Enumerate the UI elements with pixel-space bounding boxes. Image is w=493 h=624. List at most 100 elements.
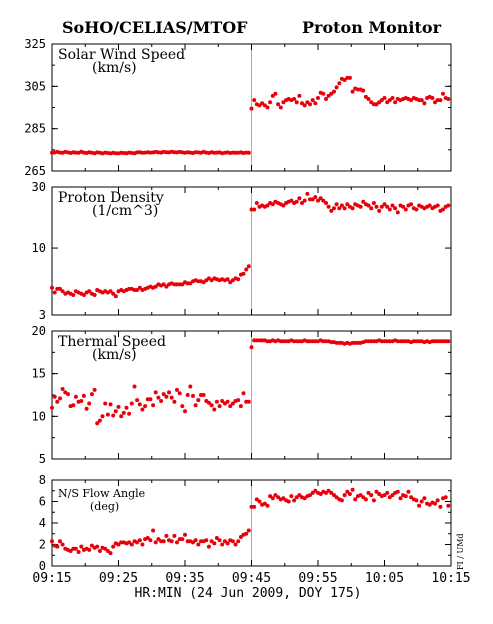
data-point	[270, 93, 275, 98]
data-point	[214, 536, 219, 540]
data-point	[305, 191, 310, 196]
y-tick-label: 305	[24, 79, 46, 93]
data-point	[316, 96, 320, 100]
data-point	[180, 537, 185, 542]
data-point	[188, 281, 193, 286]
data-point	[334, 85, 339, 90]
data-point	[137, 285, 142, 290]
data-point	[246, 150, 251, 155]
data-point	[329, 208, 334, 213]
data-point	[326, 488, 331, 493]
data-point	[246, 528, 251, 533]
data-point	[153, 540, 158, 545]
data-point	[361, 199, 366, 204]
data-point	[326, 93, 331, 98]
data-point	[97, 418, 102, 423]
data-point	[103, 401, 108, 406]
data-point	[419, 499, 424, 504]
data-point	[95, 421, 100, 426]
data-point	[297, 196, 302, 201]
data-point	[385, 204, 390, 209]
data-point	[71, 403, 76, 408]
data-point	[281, 203, 286, 208]
y-tick-label: 325	[24, 37, 46, 51]
data-point	[159, 399, 164, 403]
x-tick-label: 10:15	[431, 571, 470, 586]
data-point	[209, 539, 214, 544]
data-point	[270, 496, 275, 501]
data-point	[201, 393, 206, 397]
data-point	[105, 412, 110, 417]
data-point	[180, 404, 185, 409]
data-point	[332, 89, 336, 94]
data-point	[273, 493, 278, 498]
data-point	[300, 101, 304, 106]
data-point	[183, 532, 187, 537]
data-point	[204, 538, 209, 543]
y-tick-label: 20	[32, 324, 46, 338]
data-point	[196, 398, 201, 403]
y-tick-label: 30	[32, 180, 46, 194]
data-point	[324, 201, 328, 205]
data-point	[270, 202, 275, 207]
data-point	[55, 544, 60, 549]
data-point	[276, 102, 281, 107]
panel-3: 5 10 15 20 Thermal Speed(km/s)	[32, 324, 452, 466]
data-point	[111, 291, 116, 296]
data-point	[148, 538, 153, 543]
data-point	[225, 399, 230, 404]
data-point	[87, 547, 92, 552]
data-point	[76, 550, 81, 554]
data-point	[347, 75, 352, 80]
data-point	[403, 494, 408, 499]
data-point	[427, 203, 432, 208]
data-point	[382, 493, 387, 498]
data-point	[347, 492, 352, 496]
data-point	[249, 345, 254, 350]
data-point	[273, 91, 278, 96]
panel-4: 0 2 4 6 8 N/S Flow Angle(deg)	[39, 473, 452, 573]
data-point	[238, 535, 243, 539]
data-point	[281, 100, 286, 105]
data-point	[441, 207, 445, 212]
data-point	[441, 91, 445, 96]
data-point	[252, 207, 257, 212]
data-point	[406, 489, 411, 494]
data-point	[339, 203, 344, 208]
data-point	[116, 404, 121, 409]
data-point	[87, 289, 92, 294]
data-point	[342, 493, 347, 498]
data-point	[433, 100, 437, 105]
data-point	[161, 539, 166, 544]
panel-unit: (km/s)	[92, 60, 137, 76]
x-tick-label: 09:45	[232, 571, 271, 586]
panel-2: 3 10 30 Proton Density(1/cm^3)	[32, 180, 452, 322]
data-point	[265, 503, 270, 508]
data-point	[233, 542, 238, 547]
data-point	[350, 206, 355, 211]
data-point	[401, 204, 406, 209]
y-tick-label: 285	[24, 122, 46, 136]
data-point	[206, 400, 211, 405]
x-tick-label: 09:55	[298, 571, 337, 586]
data-point	[300, 201, 304, 205]
data-point	[246, 264, 251, 269]
data-point	[387, 207, 392, 212]
data-point	[214, 399, 219, 404]
data-point	[169, 539, 174, 544]
data-point	[52, 290, 57, 295]
data-point	[262, 501, 267, 506]
data-point	[252, 504, 257, 509]
data-point	[435, 203, 440, 208]
data-point	[50, 539, 54, 544]
data-point	[108, 289, 113, 294]
data-point	[60, 542, 65, 547]
data-point	[276, 495, 281, 500]
data-point	[265, 105, 270, 110]
data-point	[164, 394, 169, 399]
data-point	[193, 403, 198, 408]
data-point	[137, 538, 142, 543]
data-point	[446, 503, 451, 508]
data-point	[129, 401, 134, 406]
data-point	[188, 384, 193, 389]
